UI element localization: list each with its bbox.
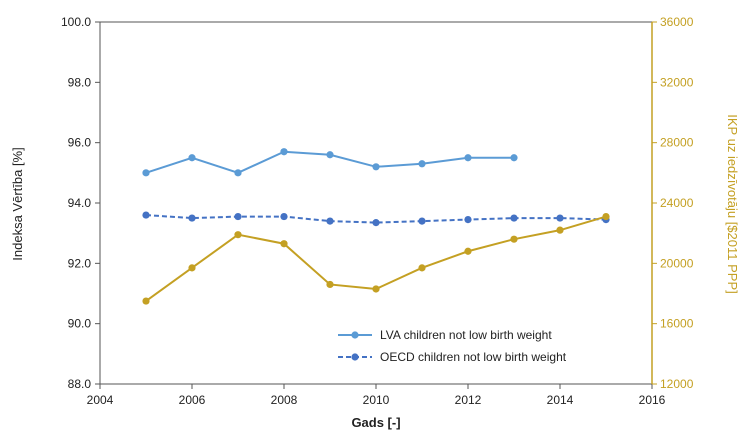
y2-tick-label: 36000: [660, 15, 694, 29]
y2-tick-label: 24000: [660, 196, 694, 210]
series-point-2: [280, 240, 288, 248]
series-point-0: [418, 160, 426, 168]
y-tick-label: 90.0: [68, 317, 92, 331]
x-tick-label: 2014: [547, 393, 574, 407]
legend-label: OECD children not low birth weight: [380, 350, 567, 364]
y2-tick-label: 32000: [660, 75, 694, 89]
series-line-1: [145, 214, 607, 224]
y2-tick-label: 16000: [660, 317, 694, 331]
series-point-1: [326, 217, 334, 225]
series-point-2: [188, 264, 196, 272]
series-point-2: [602, 212, 610, 221]
series-point-1: [372, 219, 380, 227]
x-tick-label: 2008: [271, 393, 298, 407]
series-point-1: [510, 214, 518, 222]
series-point-1: [556, 214, 564, 222]
series-point-0: [280, 148, 288, 156]
series-point-2: [556, 226, 564, 234]
legend-marker: [351, 353, 359, 361]
series-point-0: [188, 154, 196, 162]
legend-label: LVA children not low birth weight: [380, 328, 552, 342]
x-tick-label: 2012: [455, 393, 482, 407]
series-point-1: [418, 217, 426, 225]
series-point-0: [326, 151, 334, 159]
y2-axis-title: IKP uz iedzīvotāju [$2011 PPP]: [725, 114, 739, 293]
series-point-2: [326, 280, 334, 289]
series-point-2: [234, 231, 242, 239]
series-point-0: [142, 169, 150, 177]
series-point-1: [142, 211, 150, 219]
series-point-1: [234, 212, 242, 221]
series-point-0: [510, 154, 518, 162]
series-point-2: [418, 264, 426, 272]
x-tick-label: 2006: [179, 393, 206, 407]
series-point-2: [464, 247, 472, 255]
y2-tick-label: 20000: [660, 256, 694, 270]
x-tick-label: 2016: [639, 393, 666, 407]
series-point-0: [372, 163, 380, 171]
y-tick-label: 88.0: [68, 377, 92, 391]
y2-tick-label: 28000: [660, 136, 694, 150]
series-point-1: [464, 215, 472, 224]
y-axis-title: Indeksa Vērtība [%]: [10, 147, 25, 260]
series-point-2: [142, 297, 150, 305]
y-tick-label: 98.0: [68, 75, 92, 89]
x-tick-label: 2010: [363, 393, 390, 407]
series-point-2: [372, 285, 380, 293]
series-point-0: [464, 154, 472, 162]
x-axis-title: Gads [-]: [351, 415, 400, 430]
series-point-2: [510, 235, 518, 243]
x-tick-label: 2004: [87, 393, 114, 407]
y2-tick-label: 12000: [660, 377, 694, 391]
series-point-0: [234, 169, 242, 177]
y-tick-label: 100.0: [61, 15, 91, 29]
y-tick-label: 92.0: [68, 256, 92, 270]
legend-marker: [351, 331, 359, 339]
y-tick-label: 94.0: [68, 196, 92, 210]
series-point-1: [188, 214, 196, 222]
y-tick-label: 96.0: [68, 136, 92, 150]
series-point-1: [280, 212, 288, 221]
